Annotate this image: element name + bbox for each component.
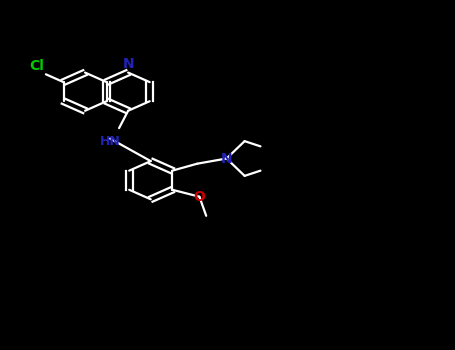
- Text: HN: HN: [100, 135, 121, 148]
- Text: Cl: Cl: [29, 58, 44, 72]
- Text: N: N: [122, 57, 134, 71]
- Text: N: N: [221, 152, 233, 166]
- Text: O: O: [193, 190, 205, 204]
